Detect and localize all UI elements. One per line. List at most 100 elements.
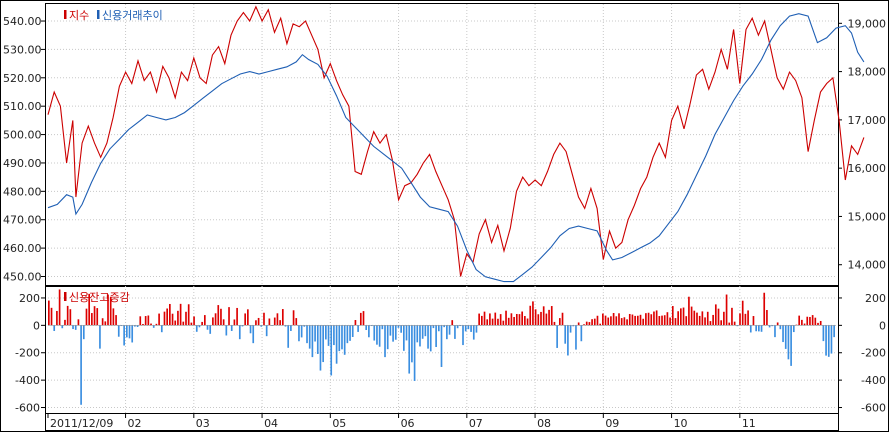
balance-bar bbox=[408, 325, 411, 374]
legend-swatch-credit bbox=[97, 10, 100, 19]
balance-bar bbox=[413, 325, 416, 381]
balance-bar bbox=[56, 310, 58, 326]
x-tick-label: 07 bbox=[469, 417, 483, 430]
balance-bar bbox=[335, 325, 338, 364]
credit-line bbox=[47, 13, 865, 283]
balance-bar bbox=[74, 325, 77, 330]
balance-bar bbox=[134, 325, 136, 327]
balance-bar bbox=[206, 325, 209, 330]
balance-bar bbox=[481, 315, 483, 326]
balance-bar bbox=[255, 320, 257, 326]
balance-bar bbox=[779, 325, 782, 330]
balance-bar bbox=[386, 325, 389, 350]
balance-bar bbox=[677, 311, 679, 326]
bottom-left-tick-label: -600 bbox=[15, 402, 40, 415]
balance-bar bbox=[389, 325, 392, 336]
balance-bar bbox=[273, 317, 276, 326]
balance-bar bbox=[833, 325, 835, 338]
balance-bar bbox=[666, 312, 669, 326]
balance-bar bbox=[64, 319, 66, 326]
balance-bar bbox=[618, 313, 620, 326]
balance-bar bbox=[462, 325, 464, 346]
axis-labels: 2011/12/09 02 03 04 05 06 07 08 09 10 11 450.00 460.… bbox=[3, 15, 886, 430]
balance-bar bbox=[564, 325, 567, 344]
balance-bar bbox=[634, 315, 636, 326]
balance-bar bbox=[381, 325, 384, 330]
balance-bar bbox=[236, 307, 238, 326]
balance-bar bbox=[650, 314, 653, 326]
balance-bar bbox=[448, 325, 451, 335]
right-tick-label: 17,000 bbox=[848, 114, 887, 127]
balance-bar bbox=[739, 313, 741, 326]
balance-bar bbox=[203, 315, 206, 326]
balance-bar bbox=[48, 300, 50, 326]
balance-bar bbox=[809, 316, 811, 326]
balance-bar bbox=[193, 316, 195, 326]
balance-bar bbox=[228, 307, 230, 326]
balance-bar bbox=[435, 325, 437, 347]
balance-bar bbox=[502, 320, 505, 326]
balance-bar bbox=[217, 305, 220, 326]
balance-bar bbox=[747, 310, 749, 326]
balance-bar bbox=[424, 325, 427, 337]
balance-bar bbox=[532, 301, 534, 326]
left-tick-label: 460.00 bbox=[3, 242, 42, 255]
balance-bar bbox=[801, 319, 803, 326]
balance-bar bbox=[209, 325, 212, 334]
balance-bar bbox=[281, 309, 284, 326]
balance-bar bbox=[411, 325, 413, 363]
series-lines bbox=[47, 5, 865, 283]
balance-bar bbox=[591, 319, 593, 326]
balance-bar bbox=[706, 311, 709, 326]
balance-bar bbox=[792, 325, 795, 333]
balance-bar bbox=[580, 325, 583, 342]
balance-bar bbox=[333, 325, 335, 346]
top-plot-area bbox=[45, 3, 839, 286]
balance-bar bbox=[128, 325, 131, 339]
balance-bar bbox=[378, 325, 381, 347]
balance-bar bbox=[459, 325, 462, 327]
balance-bar bbox=[343, 325, 346, 355]
x-tick-label: 02 bbox=[128, 417, 142, 430]
balance-bar bbox=[443, 325, 446, 328]
balance-bar bbox=[155, 323, 158, 326]
balance-bar bbox=[717, 308, 720, 326]
balance-bar bbox=[631, 314, 634, 326]
balance-bar bbox=[125, 325, 128, 338]
balance-bar bbox=[346, 325, 349, 344]
balance-bar bbox=[150, 323, 152, 326]
balance-bar bbox=[279, 320, 281, 326]
balance-bar bbox=[556, 325, 558, 348]
balance-bar bbox=[636, 315, 639, 326]
balance-bar bbox=[825, 325, 827, 356]
legend-swatch-index bbox=[64, 10, 67, 19]
balance-bar bbox=[325, 325, 327, 340]
balance-bar bbox=[529, 305, 532, 326]
x-axis-strip bbox=[45, 413, 839, 431]
balance-bar bbox=[117, 325, 120, 337]
balance-bar bbox=[456, 325, 459, 329]
balance-bar bbox=[247, 309, 249, 326]
balance-bar bbox=[368, 325, 370, 338]
balance-bar bbox=[147, 315, 150, 326]
balance-bar bbox=[263, 312, 265, 326]
right-tick-label: 15,000 bbox=[848, 210, 887, 223]
balance-bar bbox=[244, 313, 246, 326]
balance-bar bbox=[308, 325, 311, 349]
balance-bar bbox=[680, 308, 682, 326]
balance-bar bbox=[152, 325, 155, 328]
balance-bar bbox=[169, 303, 171, 326]
balance-bar bbox=[505, 310, 507, 326]
balance-bar bbox=[558, 318, 561, 326]
balance-bar bbox=[88, 293, 91, 326]
balance-bar bbox=[620, 318, 623, 326]
balance-bar bbox=[252, 325, 255, 344]
balance-bar bbox=[238, 325, 241, 340]
balance-bar bbox=[655, 310, 658, 326]
balance-bar bbox=[142, 323, 144, 326]
balance-bar bbox=[639, 314, 642, 326]
balance-bar bbox=[322, 325, 324, 363]
balance-bar bbox=[596, 315, 599, 326]
balance-bar bbox=[803, 323, 806, 326]
